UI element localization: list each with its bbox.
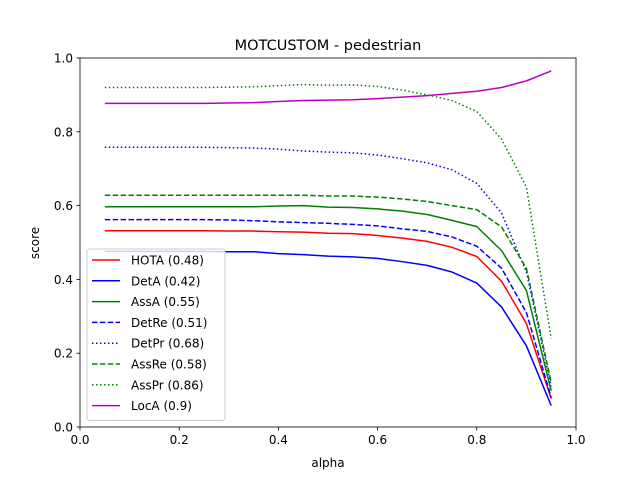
axes: 0.0 0.2 0.4 0.6 0.8 1.0 0.0 0.2 0.4 0.6 0.8 1.0 — [54, 52, 586, 448]
series-line-5 — [104, 146, 552, 387]
x-tick-label: 1.0 — [566, 433, 585, 447]
legend-entry-label: LocA (0.9) — [131, 399, 192, 413]
series-line-4 — [104, 218, 552, 398]
y-tick-label: 0.2 — [54, 347, 73, 361]
x-tick-label: 0.2 — [170, 433, 189, 447]
legend-entry-label: HOTA (0.48) — [131, 254, 204, 268]
x-tick-label: 0.6 — [368, 433, 387, 447]
x-tick-label: 0.4 — [269, 433, 288, 447]
legend-box — [86, 248, 226, 421]
y-tick-label: 0.4 — [54, 273, 73, 287]
legend-entry-label: AssA (0.55) — [131, 295, 200, 309]
series-line-3 — [104, 204, 552, 392]
legend-entry-label: DetA (0.42) — [131, 274, 200, 288]
y-tick-label: 0.6 — [54, 199, 73, 213]
x-tick-label: 0.8 — [467, 433, 486, 447]
y-tick-label: 1.0 — [54, 52, 73, 66]
series-line-8 — [104, 70, 552, 105]
y-tick-label: 0.8 — [54, 125, 73, 139]
legend-entry-label: DetRe (0.51) — [131, 316, 207, 330]
y-tick-label: 0.0 — [54, 421, 73, 435]
legend-entry-label: AssRe (0.58) — [131, 358, 207, 372]
legend-entry-label: AssPr (0.86) — [131, 378, 204, 392]
series-line-1 — [104, 229, 552, 399]
legend-entry-label: DetPr (0.68) — [131, 337, 204, 351]
y-axis-label: score — [28, 227, 42, 259]
series-line-6 — [104, 194, 552, 383]
chart-title: MOTCUSTOM - pedestrian — [235, 38, 422, 54]
axes-frame — [79, 57, 577, 428]
legend: HOTA (0.48) DetA (0.42) AssA (0.55) DetRe (… — [86, 248, 226, 421]
x-axis-label: alpha — [311, 456, 344, 470]
x-tick-label: 0.0 — [70, 433, 89, 447]
